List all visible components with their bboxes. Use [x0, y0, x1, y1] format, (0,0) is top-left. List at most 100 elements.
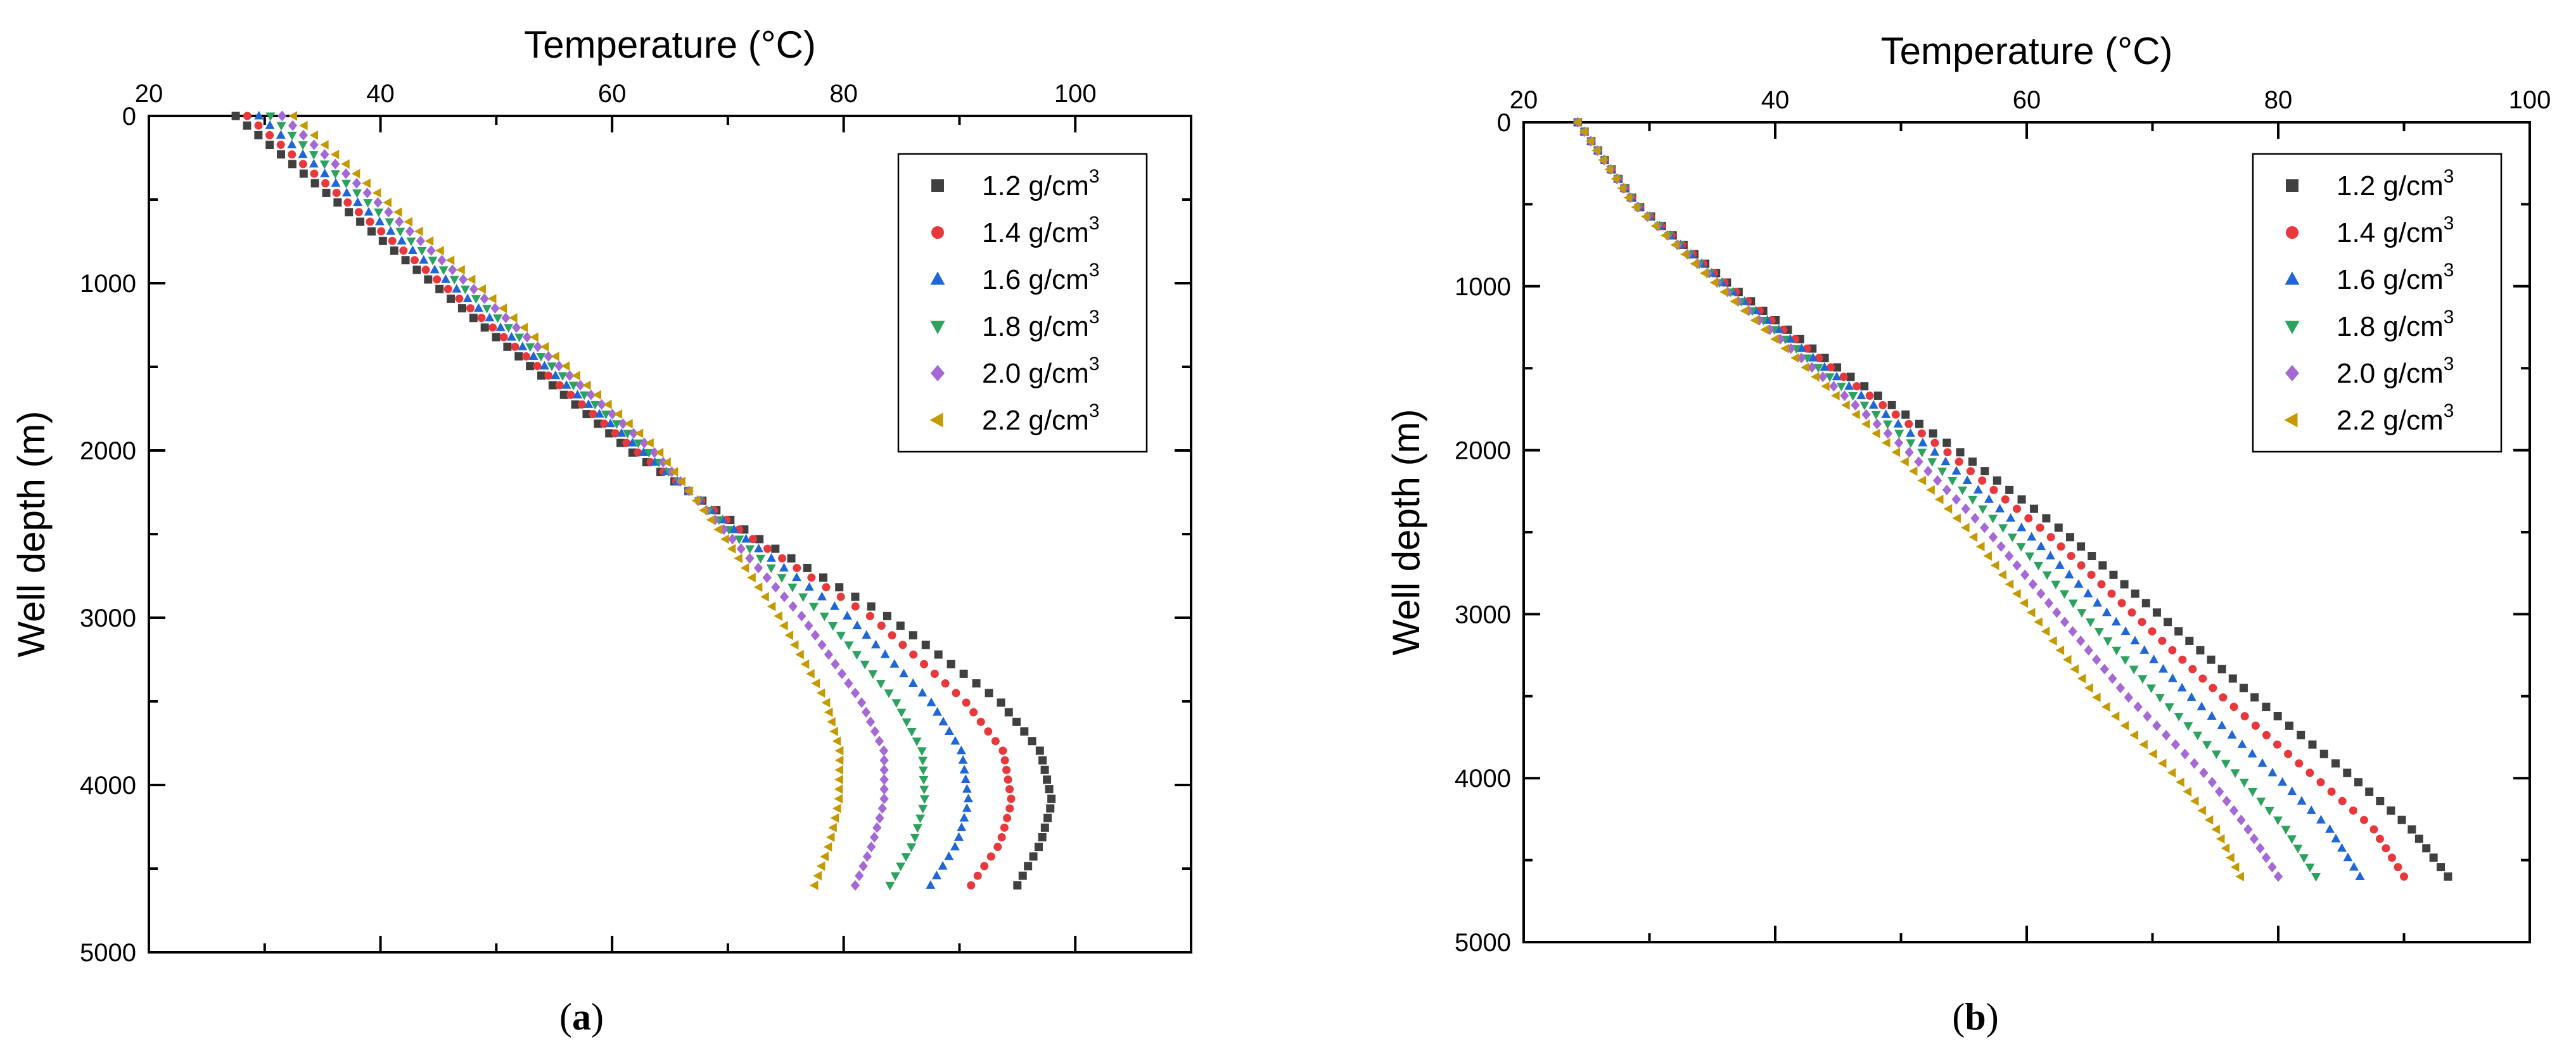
data-point: [2222, 795, 2231, 807]
data-point: [421, 265, 430, 274]
data-point: [2287, 835, 2297, 845]
data-point: [2207, 777, 2217, 788]
data-point: [2226, 853, 2235, 863]
data-point: [333, 198, 342, 207]
data-point: [1951, 494, 1961, 505]
data-point: [820, 852, 829, 862]
data-point: [2052, 607, 2062, 618]
data-point: [919, 775, 929, 785]
data-point: [969, 708, 978, 717]
data-point: [1872, 418, 1882, 430]
data-point: [1926, 485, 1935, 495]
legend-superscript: 3: [2444, 213, 2454, 234]
data-point: [766, 564, 776, 573]
series-5: [288, 111, 844, 890]
data-point: [1719, 287, 1728, 297]
data-point: [1927, 458, 1937, 467]
data-point: [2044, 597, 2054, 609]
data-point: [404, 217, 413, 227]
data-point: [1585, 136, 1594, 146]
data-point: [594, 419, 603, 428]
data-point: [720, 534, 729, 544]
data-point: [879, 745, 889, 756]
data-point: [568, 381, 578, 391]
data-point: [779, 591, 789, 603]
data-point: [834, 746, 844, 756]
data-point: [912, 737, 922, 746]
data-point: [536, 352, 546, 362]
data-point: [1973, 485, 1983, 494]
data-point: [959, 765, 969, 774]
data-point: [767, 553, 776, 562]
data-point: [2236, 814, 2246, 826]
data-point: [320, 140, 329, 150]
data-point: [522, 331, 532, 343]
data-point: [2343, 769, 2352, 777]
data-point: [378, 236, 387, 245]
legend-entry: 1.8 g/cm3: [982, 307, 1099, 342]
data-point: [869, 832, 879, 843]
data-point: [698, 505, 708, 515]
data-point: [2215, 786, 2224, 798]
legend-superscript: 3: [1089, 260, 1100, 281]
x-tick-label: 60: [598, 80, 627, 108]
data-point: [901, 853, 911, 862]
data-point: [798, 593, 808, 603]
data-point: [352, 177, 362, 189]
data-point: [2400, 872, 2408, 881]
data-point: [835, 583, 844, 592]
data-point: [920, 660, 929, 668]
data-point: [877, 622, 886, 630]
data-point: [1975, 542, 1985, 552]
data-point: [902, 718, 912, 727]
legend-box: [2252, 153, 2503, 453]
data-point: [586, 389, 596, 400]
data-point: [2228, 674, 2237, 683]
data-point: [1832, 371, 1842, 381]
data-point: [575, 380, 585, 391]
data-point: [1952, 513, 1961, 523]
data-point: [530, 332, 539, 342]
data-point: [809, 603, 819, 612]
data-point: [1844, 381, 1854, 390]
data-point: [386, 226, 396, 235]
data-point: [2108, 673, 2117, 684]
data-point: [827, 717, 836, 727]
data-point: [2305, 864, 2315, 872]
data-point: [2397, 815, 2406, 824]
data-point: [954, 832, 964, 841]
data-point: [891, 699, 902, 708]
data-point: [1640, 212, 1650, 222]
data-point: [254, 131, 263, 139]
data-point: [2202, 741, 2212, 750]
data-point: [1882, 420, 1892, 430]
data-point: [1631, 202, 1640, 212]
data-point: [2183, 722, 2193, 731]
data-point: [551, 352, 559, 361]
data-point: [582, 380, 591, 390]
data-point: [810, 630, 820, 641]
data-point: [2048, 635, 2057, 646]
data-point: [2060, 590, 2070, 599]
data-point: [299, 169, 308, 178]
data-point: [1989, 485, 1998, 494]
data-point: [2139, 739, 2148, 750]
data-point: [791, 572, 801, 582]
x-tick-label: 80: [829, 80, 858, 108]
data-point: [2256, 797, 2266, 807]
data-point: [608, 409, 617, 420]
data-point: [2319, 750, 2328, 758]
data-point: [669, 467, 679, 477]
data-point: [2331, 833, 2341, 843]
data-point: [754, 543, 764, 552]
data-point: [1043, 775, 1052, 784]
data-point: [1906, 428, 1916, 437]
data-point: [437, 255, 447, 266]
data-point: [406, 237, 416, 246]
data-point: [507, 332, 516, 341]
data-point: [880, 649, 890, 658]
data-point: [548, 381, 557, 390]
data-point: [2188, 665, 2197, 673]
data-point: [2101, 607, 2112, 616]
data-point: [824, 649, 834, 660]
